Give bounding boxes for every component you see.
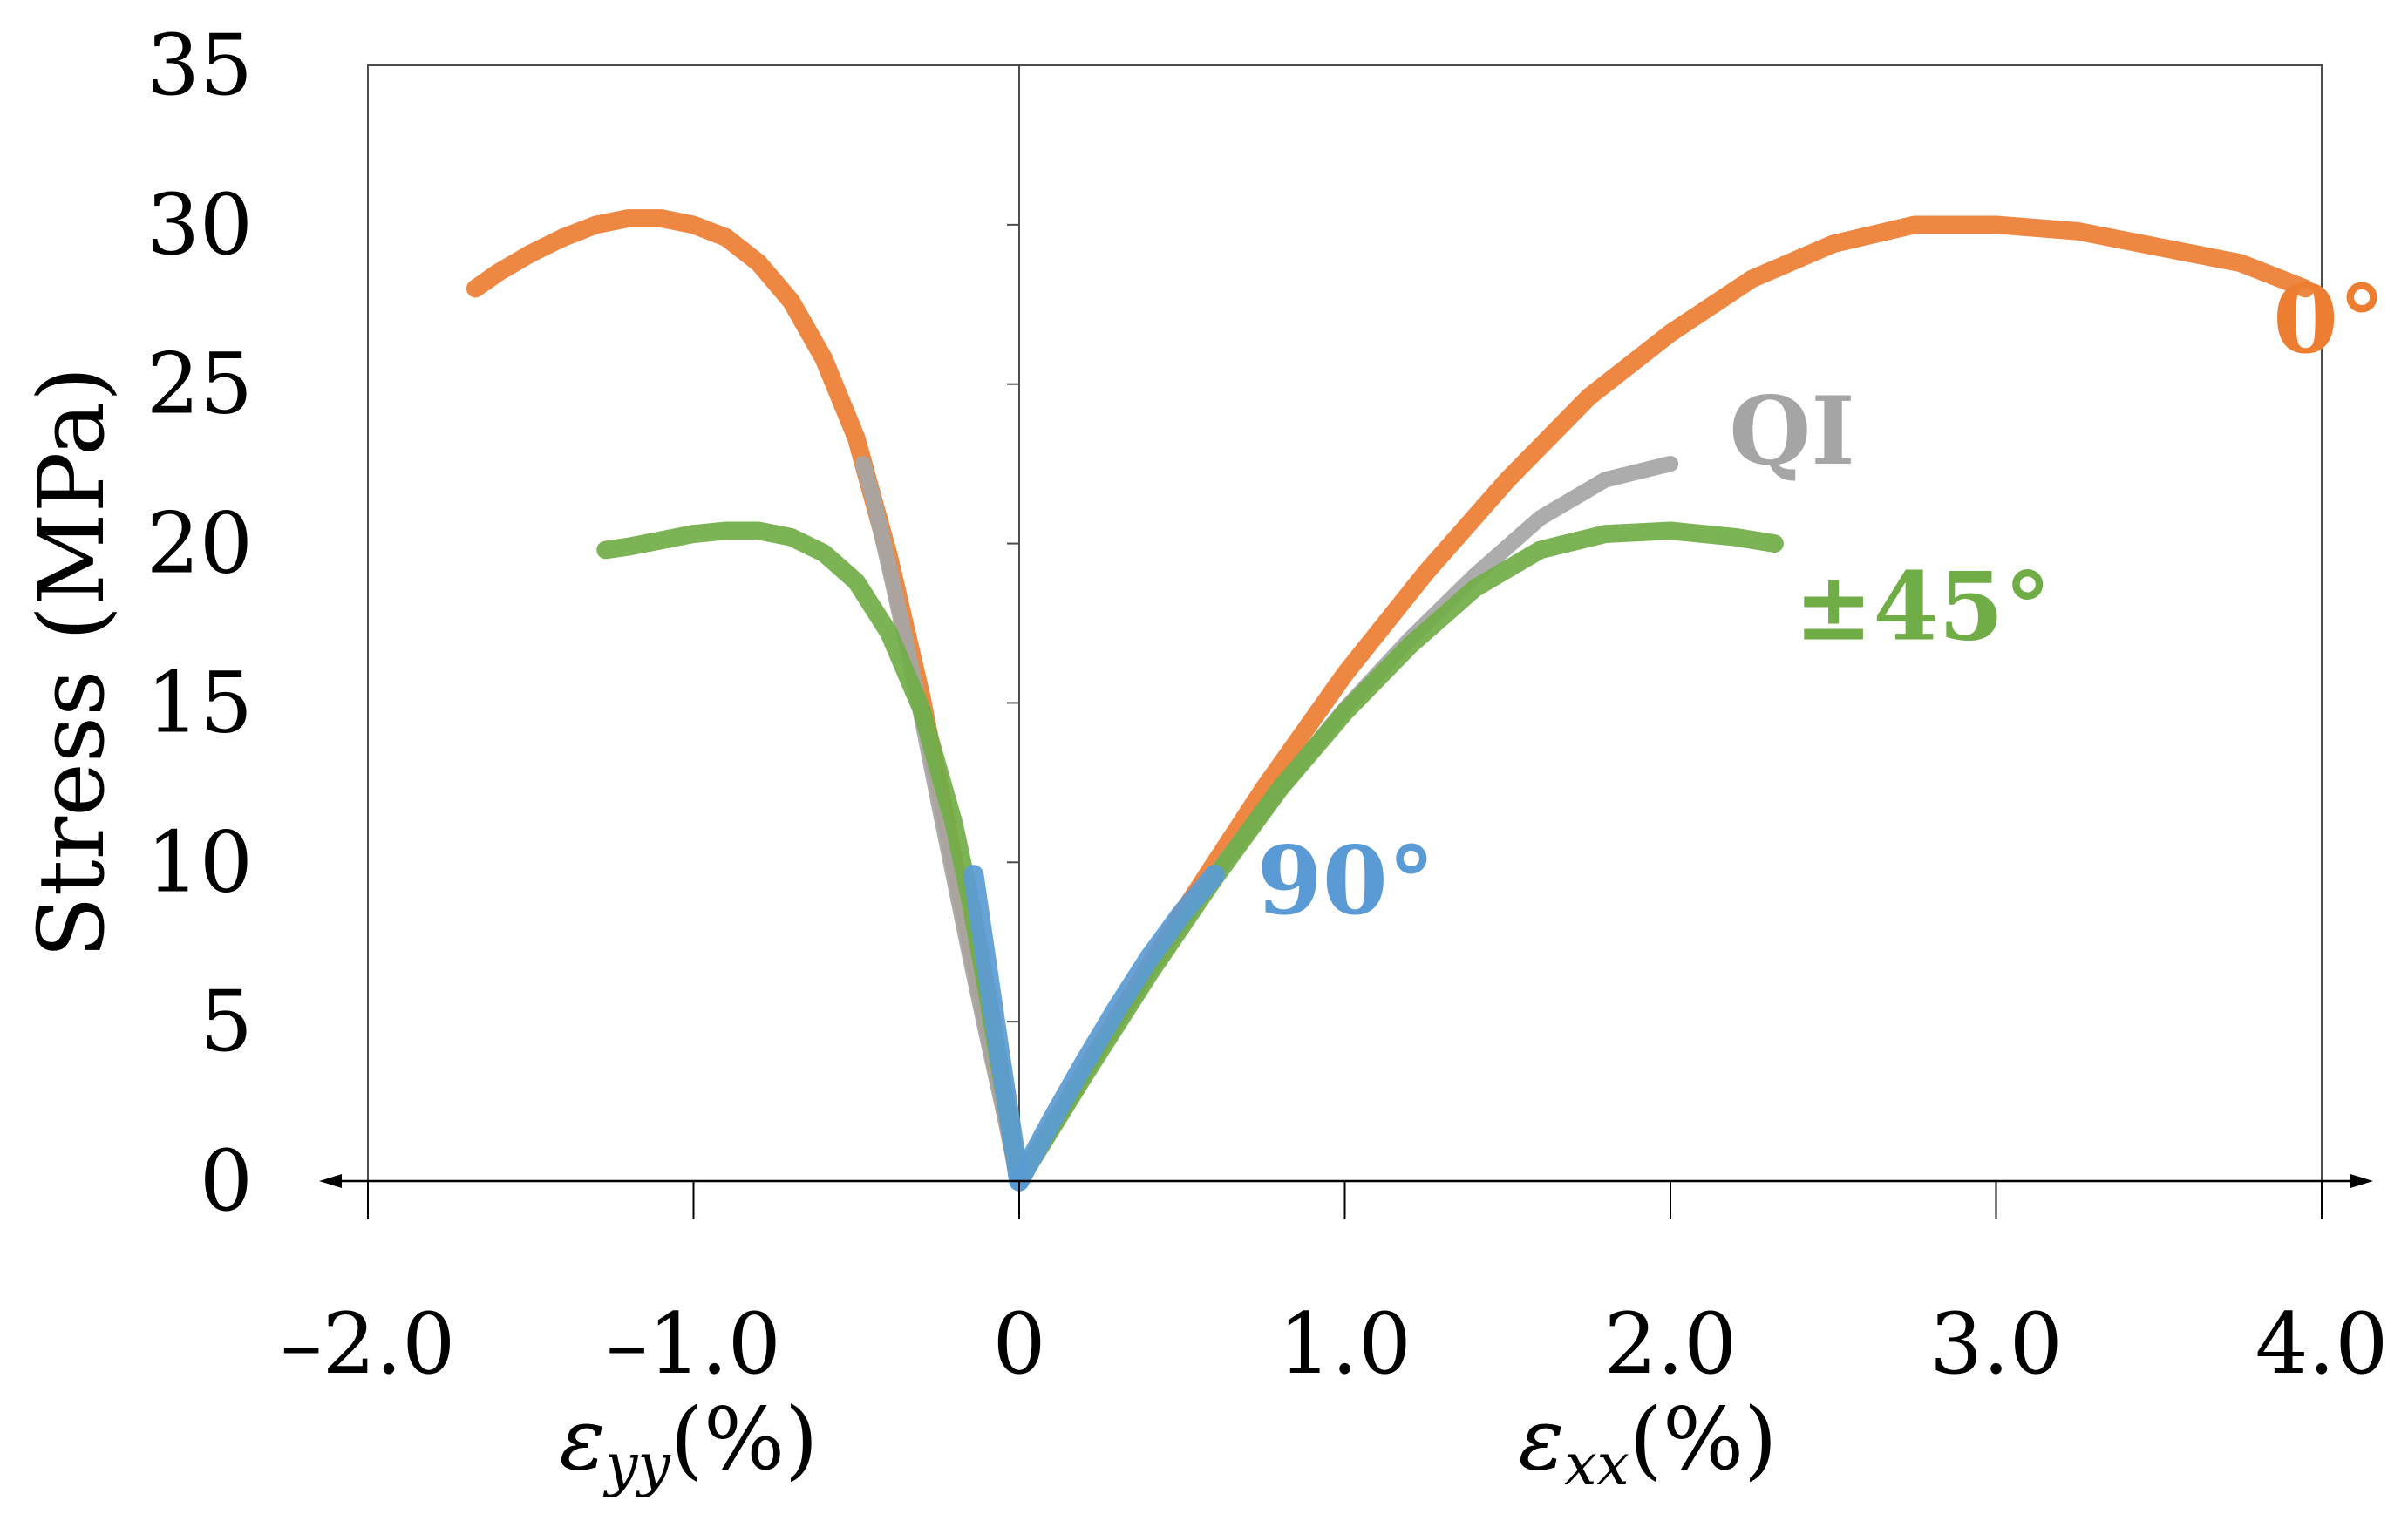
x-axis-left-symbol: ε: [560, 1390, 606, 1490]
series-label: ±45°: [1794, 552, 2051, 662]
x-axis-right-symbol: ε: [1519, 1390, 1565, 1490]
y-tick-label: 10: [146, 813, 253, 911]
series-label: 0°: [2273, 265, 2385, 375]
x-tick-label: 2.0: [1604, 1295, 1738, 1393]
x-axis-left-arrow: [319, 1174, 342, 1188]
y-tick-label: 20: [146, 495, 253, 593]
y-axis-title: Stress (MPa): [18, 366, 125, 958]
y-tick-label: 0: [200, 1132, 253, 1230]
series-90deg: [963, 865, 1225, 1192]
axis-layer: –2.0 –1.0 0 1.0 2.0 3.0 4.0 0 5 10 15 20 25 30 35: [146, 17, 2388, 1393]
curve-yy-90deg: [963, 865, 1030, 1192]
y-tick-label: 30: [146, 176, 253, 274]
x-axis-title-left: εyy(%): [560, 1390, 819, 1498]
y-tick-label: 25: [146, 336, 253, 433]
x-tick-label: 4.0: [2255, 1295, 2389, 1393]
series-layer: [466, 209, 2315, 1192]
series-0deg: [466, 209, 2315, 1191]
x-axis-right-arrow: [2350, 1174, 2373, 1188]
x-axis-left-unit: (%): [670, 1390, 819, 1490]
x-tick-label: –1.0: [606, 1295, 781, 1393]
curve-xx-90deg: [1009, 865, 1225, 1192]
curve-xx-0deg: [1010, 215, 2315, 1191]
label-layer: 0° QI ±45° 90°: [1257, 265, 2385, 936]
curve-xx-qi: [1010, 456, 1679, 1190]
x-axis-right-unit: (%): [1629, 1390, 1778, 1490]
series-label: 90°: [1257, 826, 1435, 936]
x-axis-title-right: εxx(%): [1519, 1390, 1778, 1498]
curve-yy-pm45deg: [596, 521, 1029, 1191]
x-tick-label: –2.0: [281, 1295, 456, 1393]
x-tick-label: 3.0: [1929, 1295, 2063, 1393]
y-tick-label: 35: [146, 17, 253, 114]
y-tick-label: 15: [146, 654, 253, 751]
series-label: QI: [1729, 377, 1855, 486]
x-axis-left-subscript: yy: [602, 1431, 670, 1498]
x-tick-label: 1.0: [1278, 1295, 1411, 1393]
y-tick-label: 5: [200, 973, 253, 1070]
x-axis-right-subscript: xx: [1564, 1431, 1629, 1498]
series-qi: [854, 456, 1679, 1190]
curve-yy-0deg: [466, 209, 1029, 1191]
x-tick-label: 0: [992, 1295, 1045, 1393]
series-pm45deg: [596, 521, 1784, 1191]
